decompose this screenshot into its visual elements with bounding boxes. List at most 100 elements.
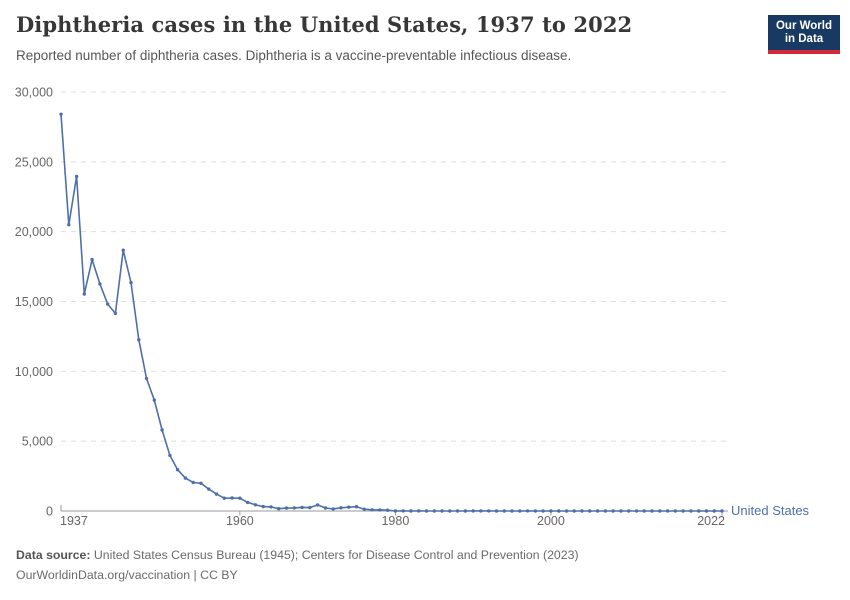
data-point <box>432 509 436 513</box>
data-point <box>98 282 102 286</box>
data-point <box>230 496 234 500</box>
data-point <box>113 311 118 316</box>
data-point <box>549 509 553 513</box>
data-point <box>463 509 468 513</box>
data-point <box>673 509 677 513</box>
data-point <box>720 509 724 513</box>
x-axis-tick-label: 1960 <box>226 514 254 528</box>
data-point <box>518 509 522 513</box>
data-point <box>385 508 390 512</box>
data-point <box>370 508 374 512</box>
data-point <box>502 509 506 513</box>
data-point <box>183 476 188 480</box>
data-point <box>222 496 226 500</box>
y-axis-tick-label: 15,000 <box>15 295 53 309</box>
data-point <box>627 509 631 513</box>
data-point <box>152 398 156 402</box>
x-axis-tick-label: 2000 <box>537 514 565 528</box>
x-axis-tick-label: 1937 <box>60 514 88 528</box>
data-source-line: Data source: United States Census Bureau… <box>16 546 579 566</box>
data-point <box>106 302 110 306</box>
data-point <box>541 509 545 513</box>
data-point <box>82 292 87 296</box>
data-point <box>417 509 421 513</box>
data-point <box>681 509 685 513</box>
data-point <box>292 506 296 510</box>
data-point <box>331 507 335 511</box>
data-point <box>479 509 483 513</box>
license-line: OurWorldinData.org/vaccination | CC BY <box>16 567 238 582</box>
data-point <box>712 509 716 513</box>
x-axis-tick-label: 1980 <box>381 514 409 528</box>
data-point <box>557 509 561 513</box>
data-point <box>238 496 242 500</box>
data-point <box>160 428 164 432</box>
owid-logo-line1: Our World <box>775 20 832 32</box>
data-point <box>137 338 141 342</box>
data-point <box>207 487 211 491</box>
data-point <box>308 505 312 510</box>
data-point <box>315 503 320 507</box>
data-point <box>129 280 133 285</box>
data-point <box>487 509 491 513</box>
data-point <box>199 481 203 485</box>
data-point <box>603 509 608 513</box>
data-point <box>658 509 662 513</box>
data-point <box>448 509 452 513</box>
data-point <box>339 506 343 510</box>
y-axis-tick-label: 30,000 <box>15 86 53 100</box>
data-point <box>175 468 180 472</box>
series-label-united-states: United States <box>731 503 810 518</box>
chart-subtitle: Reported number of diphtheria cases. Dip… <box>16 48 572 63</box>
y-axis-tick-label: 20,000 <box>15 225 53 239</box>
data-point <box>74 174 79 179</box>
data-point <box>121 248 125 252</box>
y-axis-tick-label: 5,000 <box>22 435 53 449</box>
data-point <box>611 509 615 513</box>
data-point <box>168 453 172 458</box>
data-point <box>704 509 709 513</box>
data-point <box>665 509 670 513</box>
data-point <box>424 509 429 513</box>
data-point <box>90 257 94 262</box>
data-point <box>525 509 530 513</box>
data-point <box>697 509 701 513</box>
data-point <box>67 223 71 227</box>
data-point <box>347 505 351 509</box>
data-point <box>564 509 569 513</box>
data-point <box>510 509 514 513</box>
data-point <box>409 509 413 513</box>
data-point <box>580 509 584 513</box>
data-point <box>642 509 646 513</box>
y-axis-tick-label: 25,000 <box>15 155 53 169</box>
data-point <box>144 376 149 381</box>
x-axis-tick-label: 2022 <box>697 514 725 528</box>
data-point <box>214 492 219 496</box>
data-point <box>595 509 600 513</box>
data-point <box>455 509 460 513</box>
data-point <box>634 509 639 513</box>
data-point <box>277 507 281 511</box>
data-point <box>269 505 273 509</box>
y-axis-tick-label: 0 <box>46 505 53 519</box>
data-point <box>253 503 258 507</box>
y-axis-tick-label: 10,000 <box>15 365 53 379</box>
data-point <box>245 500 250 505</box>
data-point <box>362 507 366 511</box>
data-line-united-states <box>60 113 723 512</box>
data-point <box>619 509 623 513</box>
data-point <box>650 509 654 513</box>
data-point <box>354 505 359 509</box>
data-point <box>300 505 304 510</box>
data-point <box>471 509 475 513</box>
data-point <box>59 112 63 117</box>
data-point <box>572 509 576 513</box>
data-point <box>323 506 328 510</box>
data-point <box>261 504 265 509</box>
data-point <box>284 506 289 510</box>
data-point <box>440 509 444 513</box>
data-point <box>494 509 499 513</box>
